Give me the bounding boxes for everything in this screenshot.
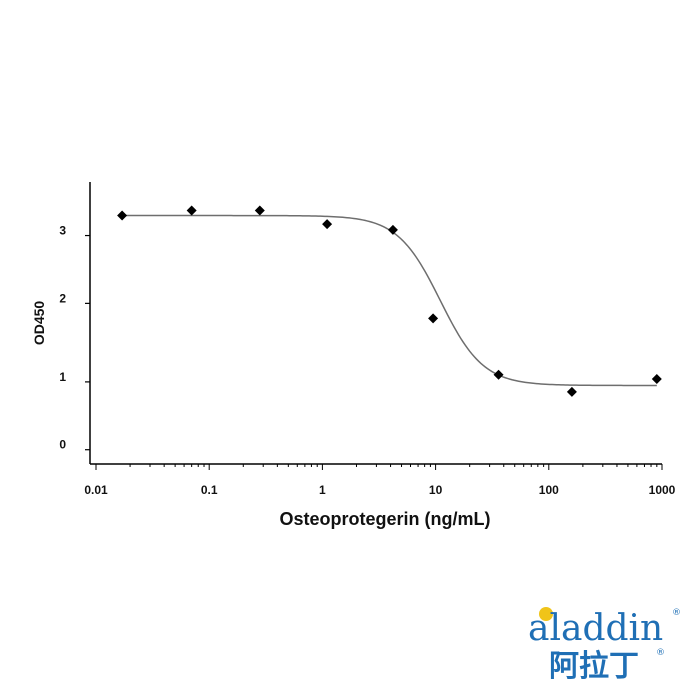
y-axis-title: OD450 bbox=[31, 301, 47, 346]
y-tick-label: 3 bbox=[59, 224, 66, 238]
data-point bbox=[651, 374, 662, 385]
x-axis-title: Osteoprotegerin (ng/mL) bbox=[280, 509, 491, 529]
fit-curve-group bbox=[122, 214, 657, 387]
logo-wordmark: aladdin bbox=[528, 608, 663, 649]
aladdin-logo: aladdin ® 阿拉丁 ® bbox=[528, 607, 681, 684]
x-tick-label: 0.01 bbox=[84, 483, 108, 497]
logo-dot bbox=[539, 607, 553, 621]
logo-chinese: 阿拉丁 bbox=[549, 649, 639, 684]
x-tick-label: 10 bbox=[429, 483, 443, 497]
data-point bbox=[322, 219, 333, 230]
y-tick-label: 0 bbox=[59, 438, 66, 452]
logo-registered-mark: ® bbox=[672, 608, 681, 618]
data-point bbox=[186, 205, 197, 216]
data-point bbox=[254, 205, 265, 216]
data-point bbox=[387, 224, 398, 235]
x-tick-label: 100 bbox=[539, 483, 559, 497]
x-tick-label: 1 bbox=[319, 483, 326, 497]
x-tick-label: 0.1 bbox=[201, 483, 218, 497]
y-tick-label: 2 bbox=[59, 291, 66, 305]
data-point bbox=[566, 386, 577, 397]
logo-registered-mark-cn: ® bbox=[656, 648, 665, 658]
x-ticks: 0.01 0.1 1 10 100 1000 bbox=[84, 464, 676, 497]
data-point bbox=[428, 313, 439, 324]
data-point bbox=[117, 210, 128, 221]
y-tick-label: 1 bbox=[59, 370, 66, 384]
fit-curve bbox=[122, 214, 657, 387]
x-tick-label: 1000 bbox=[649, 483, 676, 497]
y-ticks: 0 1 2 3 bbox=[59, 224, 90, 452]
data-points bbox=[117, 205, 662, 397]
data-point bbox=[493, 369, 504, 380]
